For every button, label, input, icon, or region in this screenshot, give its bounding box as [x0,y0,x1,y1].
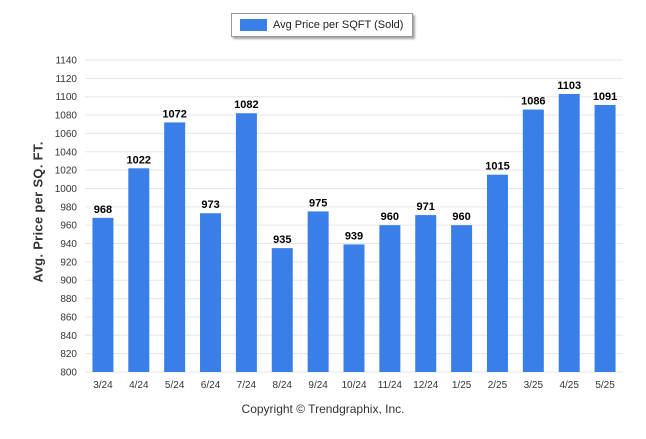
y-tick-label: 840 [60,331,77,342]
y-tick-label: 1140 [55,56,77,67]
data-label: 968 [94,204,112,216]
y-tick-label: 800 [60,368,77,379]
legend-label: Avg Price per SQFT (Sold) [273,19,404,31]
data-label: 939 [345,230,363,242]
x-tick-label: 9/24 [308,380,328,391]
bar[interactable] [128,168,150,372]
legend[interactable]: Avg Price per SQFT (Sold) [231,13,413,37]
bar[interactable] [235,113,257,373]
x-tick-label: 11/24 [378,380,403,391]
y-tick-label: 880 [60,294,77,305]
x-tick-label: 3/25 [524,380,544,391]
data-label: 960 [381,211,399,223]
bar[interactable] [200,213,222,372]
bar[interactable] [343,244,365,372]
x-tick-label: 4/24 [129,380,149,391]
data-label: 1103 [557,80,581,92]
x-tick-label: 4/25 [559,380,579,391]
bar[interactable] [307,211,329,372]
x-axis-ticks: 3/24 4/24 5/24 6/24 7/24 8/24 9/24 10/24 11/24 12… [93,380,615,391]
data-label: 960 [452,211,470,223]
data-label: 1072 [162,108,186,120]
bar[interactable] [594,104,616,372]
y-tick-label: 1100 [55,92,77,103]
copyright-text: Copyright © Trendgraphix, Inc. [241,402,405,416]
x-tick-label: 5/24 [165,380,185,391]
data-label: 973 [201,199,219,211]
bar[interactable] [522,109,544,372]
data-label: 1015 [485,161,509,173]
x-tick-label: 1/25 [452,380,472,391]
data-label: 971 [417,201,435,213]
y-tick-label: 900 [60,276,77,287]
y-tick-label: 1020 [55,166,78,177]
y-tick-label: 1000 [55,184,78,195]
bar[interactable] [164,122,186,373]
bar[interactable] [451,225,473,372]
x-tick-label: 12/24 [413,380,438,391]
bar[interactable] [92,217,114,372]
bar[interactable] [415,215,437,372]
data-label: 1086 [521,96,545,108]
bars [92,93,616,373]
y-tick-label: 920 [60,257,77,268]
bar[interactable] [379,225,401,372]
bar[interactable] [486,174,508,372]
data-label: 935 [273,234,291,246]
y-tick-label: 1060 [55,129,78,140]
x-tick-label: 2/25 [488,380,508,391]
y-tick-label: 860 [60,312,77,323]
x-tick-label: 7/24 [237,380,257,391]
data-label: 975 [309,197,327,209]
y-tick-label: 820 [60,349,77,360]
bar[interactable] [271,248,293,372]
y-tick-label: 1080 [55,111,78,122]
y-tick-label: 940 [60,239,77,250]
y-tick-label: 980 [60,202,77,213]
y-tick-label: 1120 [55,74,77,85]
data-label: 1091 [593,91,617,103]
x-tick-label: 5/25 [595,380,615,391]
y-tick-label: 1040 [55,147,78,158]
x-tick-label: 10/24 [341,380,366,391]
y-tick-label: 960 [60,221,77,232]
x-tick-label: 6/24 [201,380,221,391]
legend-swatch [240,19,267,31]
data-labels: 968 1022 1072 973 1082 935 975 939 960 971 960 1015… [94,80,618,246]
y-axis-ticks: 800 820 840 860 880 900 920 940 960 980 1000 1020 10… [55,56,78,379]
y-axis-title: Avg. Price per SQ. FT. [30,141,46,283]
data-label: 1082 [234,99,258,111]
x-tick-label: 3/24 [93,380,113,391]
bar[interactable] [558,93,580,372]
x-tick-label: 8/24 [273,380,293,391]
data-label: 1022 [127,154,151,166]
